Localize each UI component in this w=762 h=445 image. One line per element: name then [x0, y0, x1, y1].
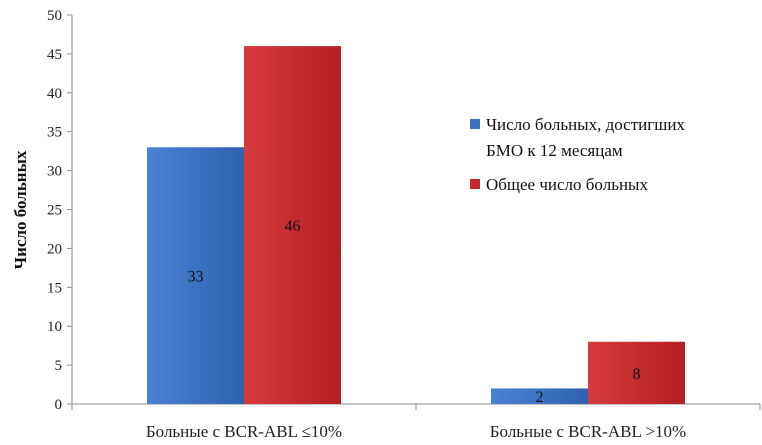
legend: Число больных, достигших БМО к 12 месяцам… — [470, 115, 685, 194]
y-tick-label: 35 — [47, 125, 62, 141]
y-axis: 0 5 10 15 20 25 30 35 40 45 50 — [47, 8, 73, 413]
bar-total-1 — [244, 46, 341, 405]
y-tick-label: 25 — [47, 203, 62, 219]
data-labels: 33 46 2 8 — [188, 218, 641, 406]
legend-swatch — [470, 179, 480, 189]
y-tick-label: 45 — [47, 47, 62, 63]
y-tick-label: 15 — [47, 280, 62, 296]
bar-total-2 — [588, 341, 685, 404]
y-tick-label: 20 — [47, 241, 62, 257]
bar-value-label: 8 — [633, 366, 641, 383]
bar-value-label: 33 — [188, 269, 204, 286]
x-category-label: Больные с BCR-ABL ≤10% — [146, 422, 342, 441]
legend-label: Общее число больных — [486, 175, 648, 194]
y-tick-label: 30 — [47, 164, 62, 180]
bar-value-label: 2 — [536, 389, 544, 406]
x-category-label: Больные с BCR-ABL >10% — [490, 422, 686, 441]
bars — [147, 46, 685, 405]
y-tick-label: 50 — [47, 8, 62, 24]
x-axis: Больные с BCR-ABL ≤10% Больные с BCR-ABL … — [71, 403, 761, 441]
legend-label: Число больных, достигших БМО к 12 месяцам — [486, 115, 685, 160]
y-axis-title-group: Число больных — [11, 150, 30, 269]
bar-bmo-reached-2 — [491, 388, 588, 404]
y-tick-label: 40 — [47, 86, 62, 102]
y-axis-title: Число больных — [11, 150, 30, 269]
bar-bmo-reached-1 — [147, 147, 244, 404]
bar-value-label: 46 — [285, 218, 301, 235]
y-tick-label: 5 — [55, 358, 63, 374]
y-tick-label: 10 — [47, 319, 62, 335]
y-tick-label: 0 — [55, 397, 63, 413]
legend-swatch — [470, 119, 480, 129]
